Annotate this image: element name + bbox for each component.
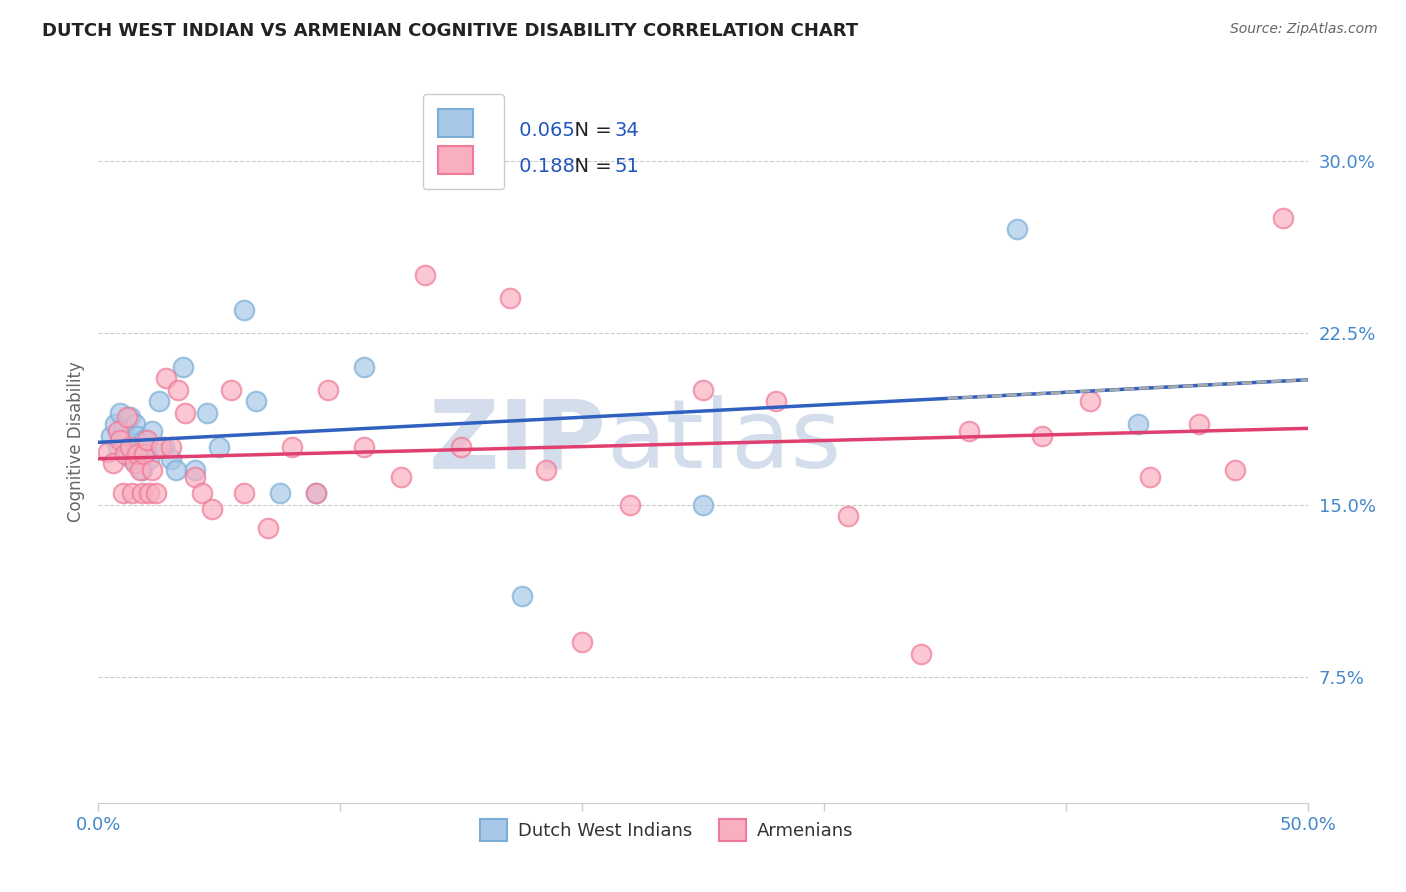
Point	[281, 440, 304, 454]
Point	[127, 447, 149, 461]
Text: N =: N =	[561, 158, 617, 177]
Point	[195, 406, 218, 420]
Point	[108, 406, 131, 420]
Point	[1031, 429, 1053, 443]
Legend: Dutch West Indians, Armenians: Dutch West Indians, Armenians	[472, 812, 860, 848]
Point	[1139, 470, 1161, 484]
Point	[353, 440, 375, 454]
Point	[174, 406, 197, 420]
Point	[117, 447, 139, 461]
Point	[316, 383, 339, 397]
Point	[148, 394, 170, 409]
Text: R =: R =	[463, 158, 505, 177]
Point	[208, 440, 231, 454]
Point	[111, 422, 134, 436]
Y-axis label: Cognitive Disability: Cognitive Disability	[66, 361, 84, 522]
Point	[510, 590, 533, 604]
Point	[138, 451, 160, 466]
Text: N =: N =	[561, 121, 617, 140]
Point	[101, 456, 124, 470]
Point	[413, 268, 436, 283]
Point	[201, 502, 224, 516]
Text: Source: ZipAtlas.com: Source: ZipAtlas.com	[1230, 22, 1378, 37]
Text: ZIP: ZIP	[429, 395, 606, 488]
Point	[571, 635, 593, 649]
Point	[141, 424, 163, 438]
Point	[107, 424, 129, 438]
Point	[232, 302, 254, 317]
Point	[118, 410, 141, 425]
Text: 0.065: 0.065	[513, 121, 575, 140]
Point	[184, 470, 207, 484]
Point	[131, 463, 153, 477]
Point	[121, 486, 143, 500]
Point	[141, 463, 163, 477]
Point	[97, 445, 120, 459]
Point	[107, 440, 129, 454]
Point	[498, 291, 520, 305]
Point	[111, 486, 134, 500]
Point	[269, 486, 291, 500]
Point	[837, 509, 859, 524]
Point	[165, 463, 187, 477]
Point	[121, 451, 143, 466]
Point	[1128, 417, 1150, 432]
Point	[160, 440, 183, 454]
Point	[100, 429, 122, 443]
Point	[152, 440, 174, 454]
Point	[1223, 463, 1246, 477]
Point	[124, 417, 146, 432]
Point	[191, 486, 214, 500]
Point	[108, 434, 131, 448]
Point	[172, 359, 194, 374]
Point	[765, 394, 787, 409]
Point	[245, 394, 267, 409]
Point	[155, 371, 177, 385]
Point	[1078, 394, 1101, 409]
Point	[104, 417, 127, 432]
Point	[534, 463, 557, 477]
Point	[160, 451, 183, 466]
Point	[957, 424, 980, 438]
Point	[305, 486, 328, 500]
Text: atlas: atlas	[606, 395, 841, 488]
Point	[692, 498, 714, 512]
Point	[1007, 222, 1029, 236]
Text: R =: R =	[463, 121, 505, 140]
Point	[128, 463, 150, 477]
Point	[450, 440, 472, 454]
Point	[118, 440, 141, 454]
Point	[128, 440, 150, 454]
Point	[135, 440, 157, 454]
Point	[138, 486, 160, 500]
Point	[134, 447, 156, 461]
Point	[221, 383, 243, 397]
Point	[134, 434, 156, 448]
Point	[353, 359, 375, 374]
Point	[910, 647, 932, 661]
Text: DUTCH WEST INDIAN VS ARMENIAN COGNITIVE DISABILITY CORRELATION CHART: DUTCH WEST INDIAN VS ARMENIAN COGNITIVE …	[42, 22, 858, 40]
Point	[692, 383, 714, 397]
Point	[150, 440, 173, 454]
Point	[1272, 211, 1295, 225]
Point	[127, 429, 149, 443]
Point	[114, 434, 136, 448]
Point	[167, 383, 190, 397]
Point	[184, 463, 207, 477]
Point	[232, 486, 254, 500]
Text: 0.188: 0.188	[513, 158, 575, 177]
Point	[131, 486, 153, 500]
Point	[145, 486, 167, 500]
Point	[389, 470, 412, 484]
Point	[305, 486, 328, 500]
Point	[135, 434, 157, 448]
Point	[117, 410, 139, 425]
Point	[619, 498, 641, 512]
Text: 51: 51	[614, 158, 640, 177]
Point	[124, 456, 146, 470]
Text: 34: 34	[614, 121, 640, 140]
Point	[114, 447, 136, 461]
Point	[256, 520, 278, 534]
Point	[1188, 417, 1211, 432]
